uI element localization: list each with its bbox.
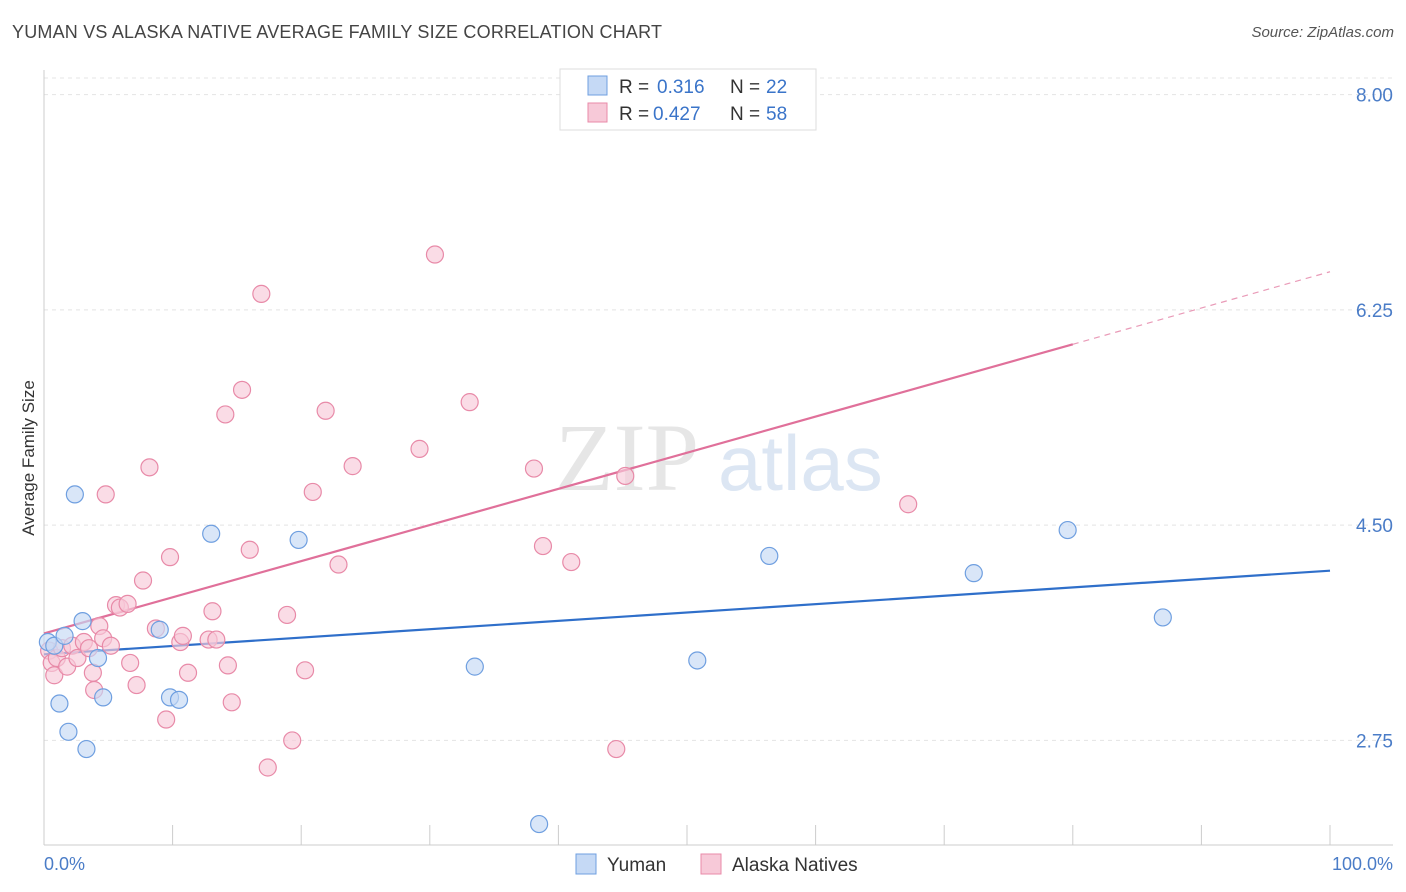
- point-yuman-19: [964, 564, 983, 583]
- point-alaska-52: [607, 739, 626, 759]
- point-yuman-16: [530, 814, 549, 834]
- point-alaska-33: [218, 656, 237, 675]
- legend-swatch-alaska: [587, 102, 608, 123]
- bottom-legend: Yuman Alaska Natives: [575, 853, 858, 876]
- point-alaska-44: [329, 555, 348, 574]
- point-alaska-7: [68, 648, 87, 668]
- point-alaska-41: [295, 661, 315, 680]
- point-yuman-8: [88, 648, 108, 668]
- point-yuman-2: [50, 694, 69, 713]
- svg-text:R =: R =: [619, 104, 649, 125]
- source-credit: Source: ZipAtlas.com: [1251, 24, 1394, 41]
- point-yuman-6: [73, 612, 92, 631]
- point-alaska-15: [101, 636, 120, 655]
- point-alaska-20: [127, 675, 146, 695]
- point-alaska-42: [303, 482, 322, 502]
- y-tick-label-1: 6.25: [1356, 301, 1393, 322]
- axes: [43, 70, 1393, 846]
- trend-line-dashed-1: [1072, 271, 1331, 345]
- legend-r-yuman: 0.316: [657, 77, 705, 98]
- point-alaska-24: [157, 710, 176, 729]
- point-alaska-31: [207, 630, 226, 649]
- point-yuman-15: [465, 657, 484, 676]
- y-axis-label: Average Family Size: [19, 380, 38, 536]
- point-alaska-47: [425, 245, 445, 264]
- y-tick-labels: 8.00 6.25 4.50 2.75: [1356, 86, 1393, 753]
- point-alaska-43: [316, 401, 335, 420]
- trend-line-1: [43, 343, 1074, 635]
- point-alaska-14: [96, 485, 115, 504]
- point-yuman-18: [760, 546, 779, 566]
- point-yuman-7: [77, 739, 96, 759]
- svg-text:N =: N =: [730, 104, 760, 125]
- point-yuman-9: [94, 688, 113, 707]
- point-alaska-35: [232, 380, 252, 399]
- watermark-zip: ZIP: [555, 404, 699, 511]
- point-alaska-54: [899, 495, 918, 514]
- point-alaska-51: [562, 552, 581, 572]
- legend-r-alaska: 0.427: [653, 104, 701, 125]
- point-yuman-20: [1058, 520, 1077, 540]
- x-tick-label-right: 100.0%: [1332, 854, 1393, 874]
- legend-n-yuman: 22: [766, 77, 787, 98]
- point-alaska-21: [133, 571, 153, 590]
- point-alaska-34: [222, 693, 241, 712]
- point-alaska-48: [460, 393, 479, 412]
- point-alaska-25: [160, 548, 180, 567]
- point-alaska-50: [533, 536, 553, 556]
- legend-n-alaska: 58: [766, 104, 787, 125]
- point-alaska-53: [616, 466, 635, 486]
- point-alaska-49: [524, 459, 544, 478]
- point-alaska-38: [258, 758, 277, 777]
- point-alaska-19: [121, 653, 140, 673]
- point-yuman-3: [55, 626, 74, 645]
- trend-lines: [43, 271, 1331, 656]
- point-alaska-39: [277, 605, 297, 625]
- point-yuman-5: [65, 485, 84, 504]
- point-alaska-18: [118, 594, 137, 613]
- y-tick-label-2: 4.50: [1356, 516, 1393, 537]
- chart-title: YUMAN VS ALASKA NATIVE AVERAGE FAMILY SI…: [12, 22, 663, 42]
- point-alaska-28: [178, 663, 198, 682]
- point-alaska-45: [343, 457, 362, 476]
- point-yuman-12: [169, 690, 189, 709]
- svg-text:R =: R =: [619, 77, 649, 98]
- point-alaska-36: [240, 540, 259, 559]
- watermark-atlas: atlas: [718, 419, 883, 507]
- point-alaska-32: [216, 405, 235, 424]
- point-yuman-13: [202, 524, 221, 543]
- x-tick-label-left: 0.0%: [44, 854, 85, 874]
- bottom-legend-swatch-alaska: [700, 853, 722, 875]
- point-alaska-40: [283, 731, 302, 750]
- y-tick-label-0: 8.00: [1356, 86, 1393, 107]
- data-points: [38, 245, 1172, 834]
- point-alaska-46: [410, 439, 429, 458]
- legend-swatch-yuman: [587, 75, 608, 96]
- point-yuman-21: [1153, 608, 1172, 627]
- point-alaska-27: [173, 626, 192, 645]
- point-yuman-17: [688, 651, 707, 670]
- point-alaska-30: [203, 602, 222, 621]
- trend-line-0: [43, 569, 1331, 656]
- bottom-legend-label-alaska: Alaska Natives: [732, 855, 858, 876]
- point-yuman-10: [150, 620, 169, 639]
- point-alaska-37: [252, 284, 271, 303]
- point-yuman-4: [59, 722, 78, 741]
- point-yuman-14: [289, 530, 308, 550]
- svg-text:N =: N =: [730, 77, 760, 98]
- bottom-legend-swatch-yuman: [575, 853, 597, 875]
- legend: R = 0.316 N = 22 R = 0.427 N = 58: [559, 68, 817, 131]
- bottom-legend-label-yuman: Yuman: [607, 855, 666, 876]
- y-tick-label-3: 2.75: [1356, 731, 1393, 752]
- point-alaska-22: [140, 458, 159, 477]
